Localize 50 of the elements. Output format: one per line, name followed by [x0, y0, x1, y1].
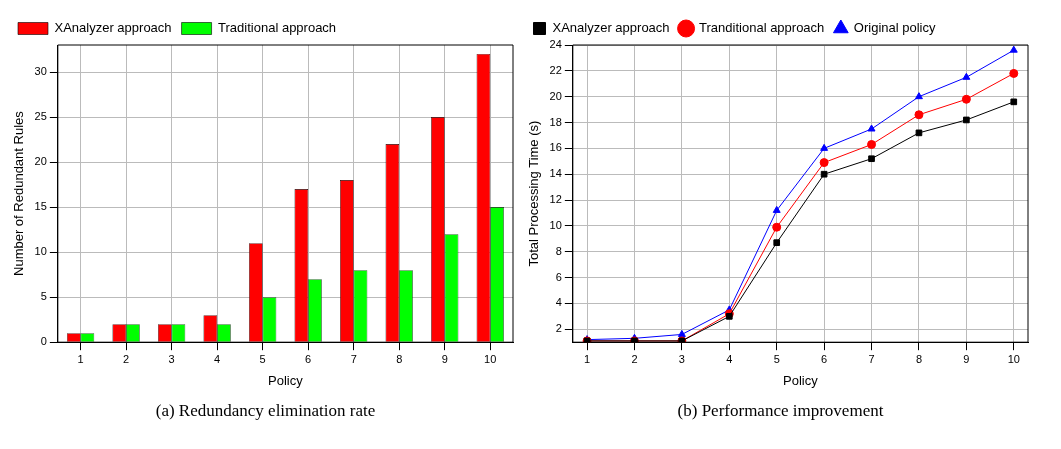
- x-tick-label: 8: [915, 352, 923, 365]
- x-tick-label: 2: [123, 352, 130, 365]
- y-tick-label: 6: [555, 270, 562, 283]
- y-tick-label: 12: [549, 193, 562, 206]
- text: (a) Redundancy elimination rate: [154, 401, 377, 421]
- x-tick-label: 10: [484, 352, 497, 365]
- y-tick-label: 22: [549, 63, 562, 76]
- y-tick-label: 25: [34, 110, 47, 123]
- x-tick-label: 8: [396, 352, 403, 365]
- x-tick-label: 7: [350, 352, 357, 365]
- y-axis-title: Total Processing Time (s): [526, 120, 542, 267]
- y-tick-label: 15: [34, 200, 47, 213]
- x-tick-label: 1: [77, 352, 84, 365]
- y-tick-label: 24: [549, 38, 562, 51]
- legend-label: XAnalyzer approach: [54, 20, 172, 36]
- y-tick-label: 8: [555, 244, 562, 257]
- y-tick-label: 20: [549, 89, 562, 102]
- x-tick-label: 3: [678, 352, 685, 365]
- x-tick-label: 6: [821, 352, 828, 365]
- y-tick-label: 20: [34, 155, 47, 168]
- y-tick-label: 30: [34, 65, 47, 78]
- x-tick-label: 7: [868, 352, 875, 365]
- y-tick-label: 18: [549, 115, 562, 128]
- x-tick-label: 10: [1007, 352, 1020, 365]
- x-tick-label: 5: [259, 352, 266, 365]
- y-tick-label: 5: [40, 290, 47, 303]
- y-tick-label: 2: [555, 322, 562, 335]
- legend-label: Original policy: [853, 20, 936, 36]
- legend-label: Traditional approach: [218, 20, 337, 36]
- y-tick-label: 16: [549, 141, 562, 154]
- y-tick-label: 4: [555, 296, 562, 309]
- x-tick-label: 3: [168, 352, 175, 365]
- x-tick-label: 9: [441, 352, 448, 365]
- legend-label: Tranditional approach: [699, 20, 825, 36]
- x-tick-label: 1: [584, 352, 591, 365]
- y-tick-label: 10: [549, 218, 562, 231]
- y-tick-label: 10: [34, 245, 47, 258]
- x-tick-label: 5: [773, 352, 780, 365]
- text: (b) Performance improvement: [676, 401, 885, 421]
- x-axis-title: Policy: [268, 372, 304, 388]
- x-tick-label: 4: [214, 352, 221, 365]
- x-axis-title: Policy: [783, 372, 819, 388]
- x-tick-label: 6: [305, 352, 312, 365]
- y-axis-title: Number of Redundant Rules: [11, 110, 27, 276]
- y-tick-label: 0: [40, 335, 47, 348]
- legend-label: XAnalyzer approach: [552, 20, 670, 36]
- x-tick-label: 4: [726, 352, 733, 365]
- y-tick-label: 14: [549, 167, 562, 180]
- x-tick-label: 9: [963, 352, 970, 365]
- x-tick-label: 2: [631, 352, 638, 365]
